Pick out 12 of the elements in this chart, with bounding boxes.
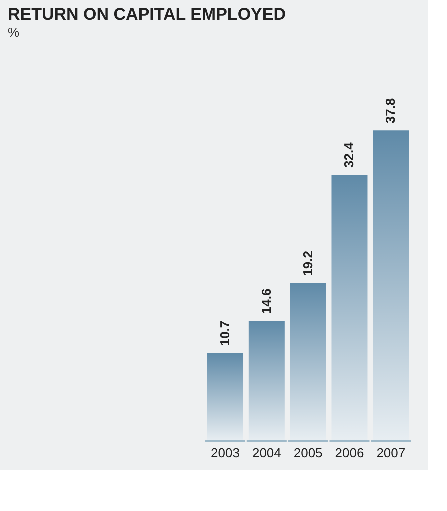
data-label: 37.8 (383, 98, 398, 124)
x-tick-label: 2006 (335, 446, 364, 460)
x-tick-label: 2005 (294, 446, 323, 460)
data-label: 10.7 (218, 320, 233, 346)
x-tick-label: 2004 (252, 446, 282, 460)
data-label: 19.2 (300, 251, 316, 276)
data-label: 14.6 (258, 288, 274, 314)
x-tick-label: 2003 (211, 446, 240, 460)
chart-title: RETURN ON CAPITAL EMPLOYED (8, 5, 286, 24)
x-tick-label: 2007 (376, 446, 406, 460)
data-label: 32.4 (342, 142, 357, 168)
text: % (8, 25, 20, 40)
